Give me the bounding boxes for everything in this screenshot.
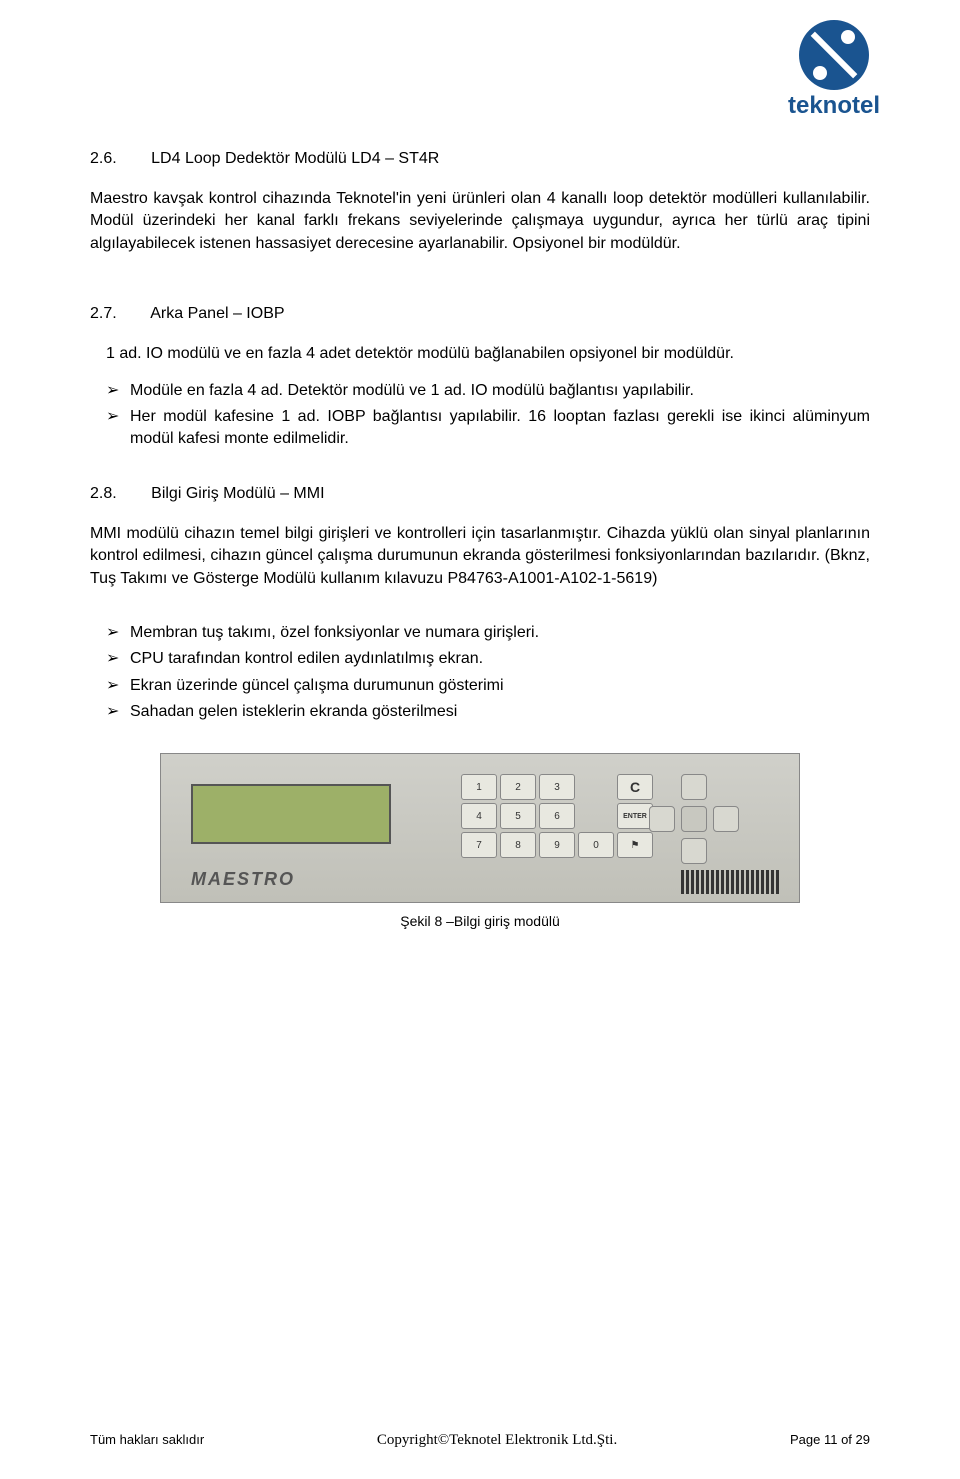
heading-2-7: 2.7. Arka Panel – IOBP (90, 305, 870, 323)
logo-text: teknotel (788, 92, 880, 120)
dpad-up (681, 774, 707, 800)
dpad-left (649, 806, 675, 832)
paragraph: 1 ad. IO modülü ve en fazla 4 adet detek… (90, 343, 870, 365)
barcode-icon (681, 870, 779, 894)
key-c: C (617, 774, 653, 800)
key-3: 3 (539, 774, 575, 800)
section-number: 2.8. (90, 485, 117, 503)
section-number: 2.6. (90, 150, 117, 168)
section-title: Bilgi Giriş Modülü – MMI (151, 485, 324, 502)
dpad-right (713, 806, 739, 832)
page-footer: Tüm hakları saklıdır Copyright©Teknotel … (90, 1432, 870, 1449)
keypad: 1 2 3 C 4 5 6 ENTER 7 8 9 0 ⚑ (461, 774, 653, 858)
key-4: 4 (461, 803, 497, 829)
figure-caption: Şekil 8 –Bilgi giriş modülü (90, 913, 870, 929)
footer-center: Copyright©Teknotel Elektronik Ltd.Şti. (377, 1432, 617, 1449)
key-2: 2 (500, 774, 536, 800)
key-6: 6 (539, 803, 575, 829)
key-1: 1 (461, 774, 497, 800)
section-title: LD4 Loop Dedektör Modülü LD4 – ST4R (151, 150, 439, 167)
footer-left: Tüm hakları saklıdır (90, 1432, 204, 1447)
key-5: 5 (500, 803, 536, 829)
key-flag: ⚑ (617, 832, 653, 858)
section-number: 2.7. (90, 305, 117, 323)
footer-right: Page 11 of 29 (790, 1432, 870, 1447)
key-enter: ENTER (617, 803, 653, 829)
heading-2-8: 2.8. Bilgi Giriş Modülü – MMI (90, 485, 870, 503)
lcd-screen (191, 784, 391, 844)
document-body: 2.6. LD4 Loop Dedektör Modülü LD4 – ST4R… (90, 150, 870, 929)
dpad-center (681, 806, 707, 832)
list-item: CPU tarafından kontrol edilen aydınlatıl… (90, 648, 870, 670)
heading-2-6: 2.6. LD4 Loop Dedektör Modülü LD4 – ST4R (90, 150, 870, 168)
logo-icon (799, 20, 869, 90)
list-item: Sahadan gelen isteklerin ekranda gösteri… (90, 701, 870, 723)
section-title: Arka Panel – IOBP (150, 305, 284, 322)
dpad-down (681, 838, 707, 864)
list-item: Membran tuş takımı, özel fonksiyonlar ve… (90, 622, 870, 644)
key-7: 7 (461, 832, 497, 858)
paragraph: MMI modülü cihazın temel bilgi girişleri… (90, 523, 870, 590)
key-8: 8 (500, 832, 536, 858)
list-item: Modüle en fazla 4 ad. Detektör modülü ve… (90, 380, 870, 402)
list-item: Her modül kafesine 1 ad. IOBP bağlantısı… (90, 406, 870, 451)
list-item: Ekran üzerinde güncel çalışma durumunun … (90, 675, 870, 697)
key-0: 0 (578, 832, 614, 858)
brand-logo: teknotel (788, 20, 880, 120)
dpad (649, 774, 739, 864)
device-brand: MAESTRO (191, 869, 295, 890)
device-photo: 1 2 3 C 4 5 6 ENTER 7 8 9 0 ⚑ MAESTRO (160, 753, 800, 903)
key-9: 9 (539, 832, 575, 858)
paragraph: Maestro kavşak kontrol cihazında Teknote… (90, 188, 870, 255)
